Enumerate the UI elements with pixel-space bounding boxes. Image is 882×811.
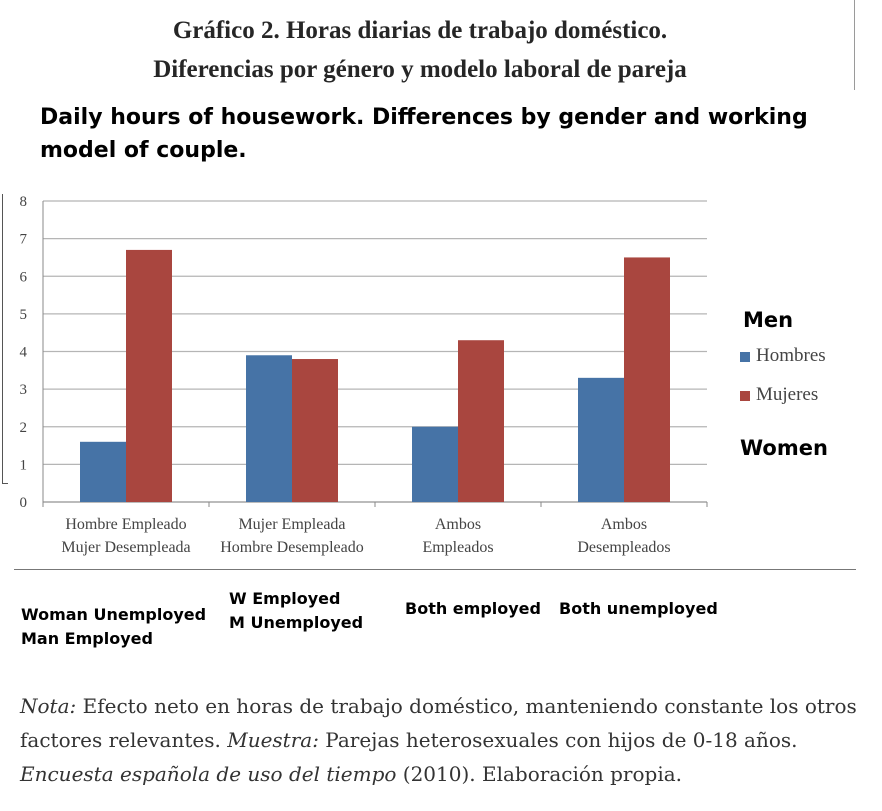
english-category-label: Both employed	[405, 599, 541, 618]
bar-hombres	[246, 355, 292, 502]
legend-label-mujeres: Mujeres	[756, 384, 819, 405]
sample-text: Parejas heterosexuales con hijos de 0-18…	[318, 728, 798, 752]
x-category-label: Ambos	[601, 516, 647, 533]
legend-label-hombres: Hombres	[756, 345, 826, 366]
bar-chart: 0 1 2 3 4 5 6 7 8 Hombre Empleado Mujer Desemplead…	[20, 194, 708, 556]
men-annotation: Men	[743, 308, 794, 332]
x-category-label: Hombre Empleado	[65, 516, 186, 533]
x-category-label: Empleados	[422, 539, 493, 556]
bar-mujeres	[126, 249, 172, 502]
frame-divider-left	[2, 194, 3, 484]
footnote: Nota: Efecto neto en horas de trabajo do…	[20, 689, 878, 791]
note-text: Efecto neto en horas de trabajo doméstic…	[20, 694, 857, 752]
x-category-label: Mujer Desempleada	[61, 539, 190, 556]
bar-hombres	[412, 426, 458, 502]
x-category-label: Ambos	[435, 516, 481, 533]
legend-item-mujeres: Mujeres	[740, 384, 818, 406]
bar-mujeres	[458, 340, 504, 502]
note-label: Nota:	[20, 694, 77, 718]
women-annotation: Women	[740, 436, 828, 460]
separator-line	[14, 569, 856, 570]
y-tick-label: 3	[20, 382, 28, 398]
bar-hombres	[80, 441, 126, 502]
chart-title-spanish-line2: Diferencias por género y modelo laboral …	[153, 56, 687, 83]
english-category-label: Woman Unemployed Man Employed	[21, 605, 207, 648]
legend-item-hombres: Hombres	[740, 345, 826, 367]
y-tick-label: 2	[20, 420, 28, 436]
english-category-label: Both unemployed	[559, 599, 718, 618]
legend-swatch-hombres	[740, 351, 750, 362]
y-tick-label: 6	[20, 269, 28, 285]
source-title: Encuesta española de uso del tiempo	[20, 762, 397, 786]
frame-divider-left-tick	[2, 483, 8, 484]
y-tick-label: 0	[20, 495, 28, 511]
y-tick-label: 7	[20, 232, 28, 248]
y-tick-label: 8	[20, 194, 28, 210]
x-category-label: Hombre Desempleado	[220, 539, 364, 556]
y-tick-label: 5	[20, 307, 28, 323]
x-category-label: Mujer Empleada	[238, 516, 345, 533]
english-category-label: W Employed M Unemployed	[229, 589, 364, 632]
chart-title-english: Daily hours of housework. Differences by…	[40, 105, 808, 163]
source-text: (2010). Elaboración propia.	[396, 762, 683, 786]
bar-hombres	[578, 377, 624, 502]
y-tick-label: 1	[20, 457, 28, 473]
frame-divider-right	[854, 0, 855, 90]
chart-title-spanish-line1: Gráfico 2. Horas diarias de trabajo domé…	[172, 17, 668, 44]
y-tick-label: 4	[20, 345, 28, 361]
bar-mujeres	[292, 359, 338, 502]
bar-mujeres	[624, 257, 670, 502]
sample-label: Muestra:	[227, 728, 319, 752]
legend-swatch-mujeres	[740, 390, 750, 401]
x-category-label: Desempleados	[577, 539, 670, 556]
